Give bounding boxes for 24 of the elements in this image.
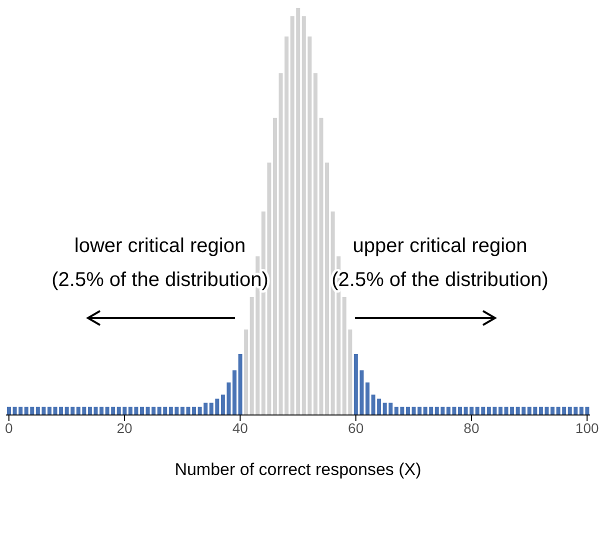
bar bbox=[498, 406, 502, 415]
bar bbox=[244, 330, 248, 415]
bar bbox=[272, 118, 277, 415]
x-tick-label: 20 bbox=[116, 420, 133, 436]
bar bbox=[325, 162, 330, 415]
x-tick-label: 100 bbox=[575, 420, 599, 436]
x-tick-label: 40 bbox=[232, 420, 248, 436]
bar bbox=[238, 354, 242, 415]
x-tick-label: 80 bbox=[464, 420, 480, 436]
bar bbox=[365, 382, 370, 415]
x-tick-label: 0 bbox=[4, 420, 13, 436]
annotation: lower critical region (2.5% of the distribution) bbox=[52, 235, 268, 291]
bar bbox=[47, 406, 52, 415]
bar bbox=[192, 406, 196, 415]
bar bbox=[550, 406, 555, 415]
bar bbox=[458, 406, 462, 415]
x-axis-title: Number of correct responses (X) bbox=[174, 460, 422, 479]
bar bbox=[232, 370, 237, 415]
bar bbox=[140, 406, 144, 415]
bar bbox=[406, 406, 410, 415]
x-tick-label: 60 bbox=[348, 420, 364, 436]
bar bbox=[100, 406, 104, 415]
annotation: upper critical region (2.5% of the distribution) bbox=[332, 235, 548, 291]
bar bbox=[7, 406, 11, 415]
